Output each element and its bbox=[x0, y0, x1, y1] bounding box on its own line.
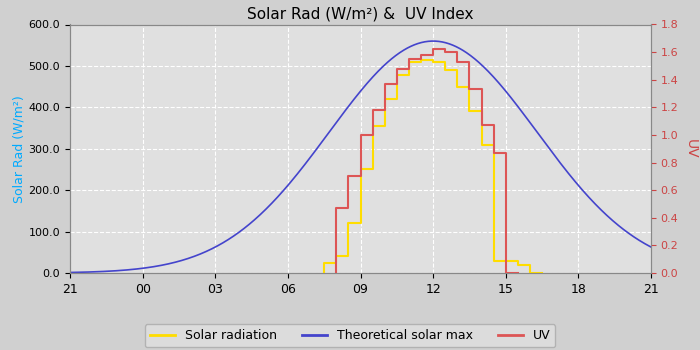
Y-axis label: UV: UV bbox=[684, 139, 698, 159]
Title: Solar Rad (W/m²) &  UV Index: Solar Rad (W/m²) & UV Index bbox=[247, 7, 474, 22]
Legend: Solar radiation, Theoretical solar max, UV: Solar radiation, Theoretical solar max, … bbox=[145, 324, 555, 347]
Y-axis label: Solar Rad (W/m²): Solar Rad (W/m²) bbox=[13, 95, 26, 203]
